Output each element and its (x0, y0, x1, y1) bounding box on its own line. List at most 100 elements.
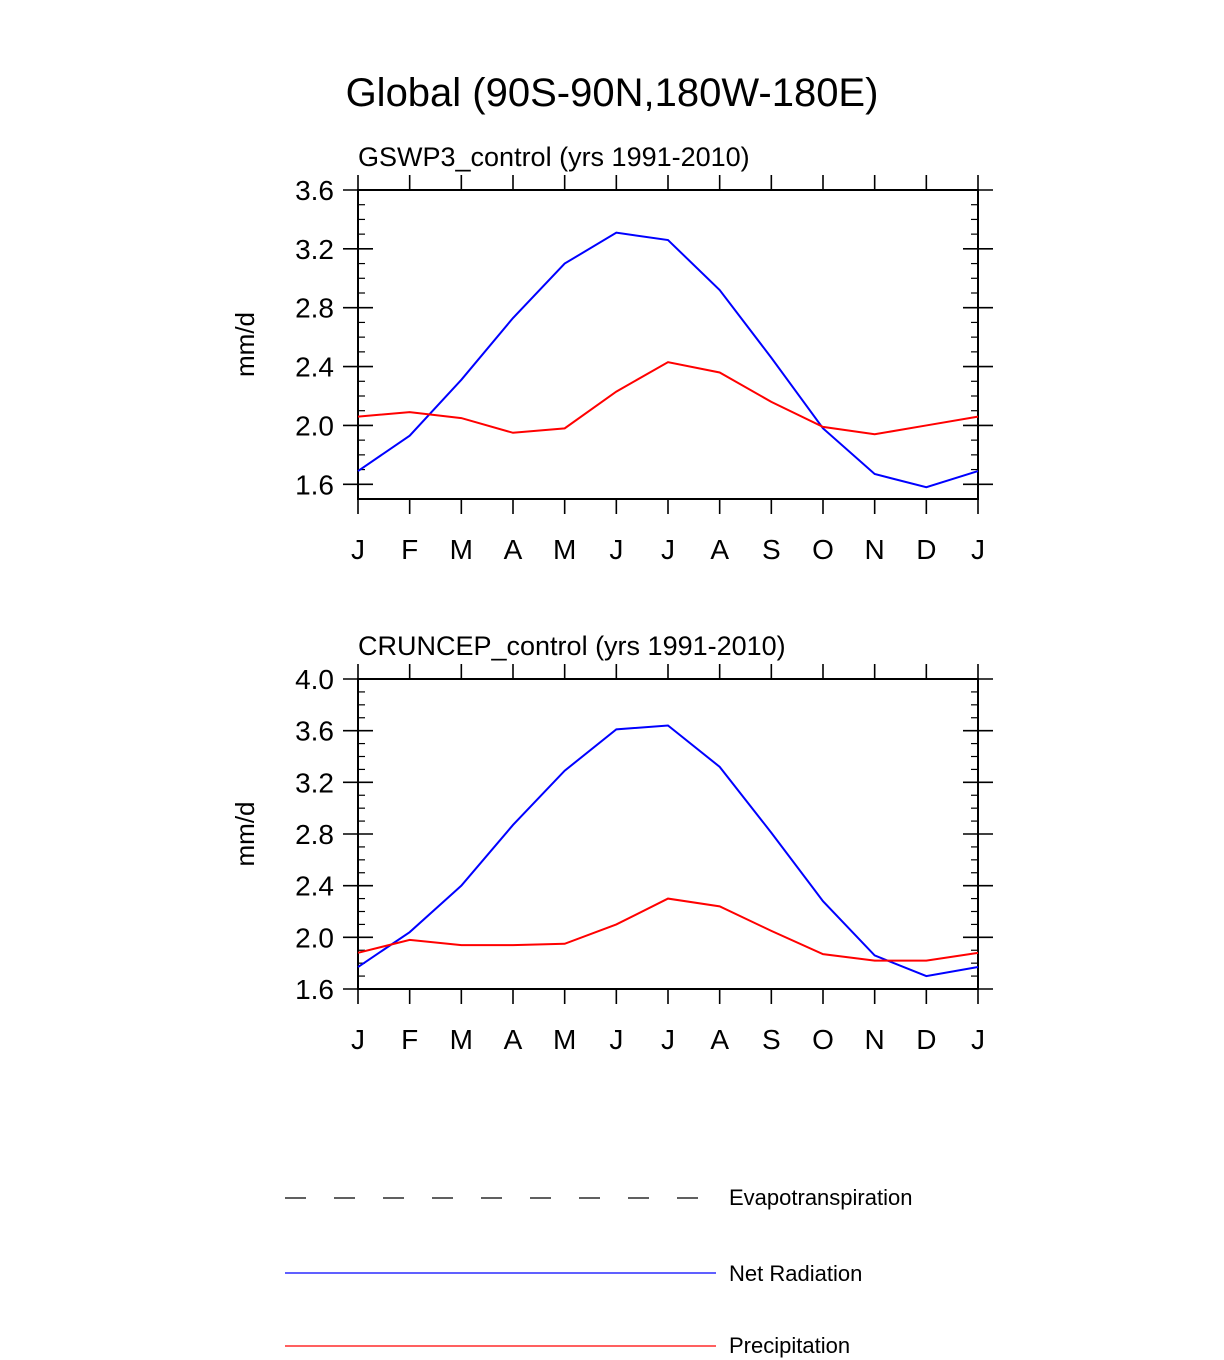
data-point-net-radiation (770, 832, 772, 834)
data-point-precipitation (357, 952, 359, 954)
data-point-net-radiation (512, 317, 514, 319)
data-point-precipitation (874, 433, 876, 435)
x-tick-label: D (916, 1024, 936, 1055)
figure-title: Global (90S-90N,180W-180E) (346, 71, 879, 115)
data-point-net-radiation (615, 728, 617, 730)
data-point-precipitation (564, 943, 566, 945)
x-tick-label: J (351, 534, 365, 565)
x-tick-label: A (710, 534, 729, 565)
series-line-precipitation (357, 897, 979, 962)
x-tick-label: S (762, 534, 781, 565)
y-tick-label: 3.6 (295, 716, 334, 747)
x-tick-label: A (710, 1024, 729, 1055)
data-point-net-radiation (512, 824, 514, 826)
y-tick-label: 2.4 (295, 352, 334, 383)
data-point-precipitation (770, 401, 772, 403)
y-tick-label: 3.6 (295, 175, 334, 206)
x-tick-label: J (661, 1024, 675, 1055)
data-point-precipitation (719, 905, 721, 907)
data-point-net-radiation (822, 900, 824, 902)
data-point-precipitation (615, 923, 617, 925)
data-point-precipitation (409, 939, 411, 941)
data-point-net-radiation (719, 766, 721, 768)
y-axis-label: mm/d (230, 802, 260, 867)
data-point-precipitation (667, 898, 669, 900)
y-tick-label: 2.4 (295, 871, 334, 902)
legend-label-evapotranspiration: Evapotranspiration (729, 1185, 912, 1210)
series-line-precipitation (357, 361, 979, 436)
data-point-net-radiation (925, 975, 927, 977)
data-point-precipitation (874, 960, 876, 962)
data-point-net-radiation (874, 954, 876, 956)
data-point-precipitation (512, 432, 514, 434)
data-point-net-radiation (667, 239, 669, 241)
data-point-precipitation (822, 426, 824, 428)
data-point-precipitation (357, 416, 359, 418)
data-point-precipitation (770, 930, 772, 932)
data-point-net-radiation (667, 725, 669, 727)
data-point-precipitation (409, 411, 411, 413)
data-point-net-radiation (925, 486, 927, 488)
data-point-net-radiation (409, 435, 411, 437)
data-point-net-radiation (719, 289, 721, 291)
data-point-precipitation (460, 417, 462, 419)
y-axis-label: mm/d (230, 312, 260, 377)
y-tick-label: 2.8 (295, 819, 334, 850)
x-tick-label: J (661, 534, 675, 565)
x-tick-label: A (504, 1024, 523, 1055)
data-point-net-radiation (357, 966, 359, 968)
y-tick-label: 4.0 (295, 664, 334, 695)
data-point-net-radiation (357, 470, 359, 472)
x-tick-label: J (351, 1024, 365, 1055)
data-point-net-radiation (409, 931, 411, 933)
x-tick-label: D (916, 534, 936, 565)
data-point-precipitation (925, 960, 927, 962)
panel-cruncep: CRUNCEP_control (yrs 1991-2010) mm/d 1.6 2.… (230, 631, 993, 1055)
y-tick-label: 2.8 (295, 293, 334, 324)
data-point-net-radiation (770, 357, 772, 359)
x-tick-label: F (401, 534, 418, 565)
panel-title: CRUNCEP_control (yrs 1991-2010) (358, 631, 786, 661)
data-point-precipitation (719, 371, 721, 373)
data-point-precipitation (977, 416, 979, 418)
legend-label-net-radiation: Net Radiation (729, 1261, 862, 1286)
x-tick-label: S (762, 1024, 781, 1055)
data-point-precipitation (460, 944, 462, 946)
series-line-net-radiation (357, 724, 979, 978)
plot-frame (357, 189, 979, 500)
y-tick-label: 2.0 (295, 410, 334, 441)
data-point-net-radiation (977, 470, 979, 472)
x-tick-label: J (609, 1024, 623, 1055)
panel-title: GSWP3_control (yrs 1991-2010) (358, 142, 750, 172)
x-tick-label: O (812, 534, 834, 565)
legend: Evapotranspiration Net Radiation Precipi… (285, 1185, 912, 1358)
y-tick-label: 1.6 (295, 469, 334, 500)
data-point-net-radiation (564, 263, 566, 265)
y-tick-label: 1.6 (295, 974, 334, 1005)
data-point-precipitation (512, 944, 514, 946)
x-tick-label: J (609, 534, 623, 565)
y-tick-label: 2.0 (295, 922, 334, 953)
panel-gswp3: GSWP3_control (yrs 1991-2010) mm/d 1.6 2.0 2… (230, 142, 993, 565)
data-point-precipitation (822, 953, 824, 955)
x-tick-label: J (971, 1024, 985, 1055)
y-tick-label: 3.2 (295, 234, 334, 265)
x-tick-label: O (812, 1024, 834, 1055)
data-point-net-radiation (615, 232, 617, 234)
data-point-net-radiation (564, 770, 566, 772)
data-point-net-radiation (977, 966, 979, 968)
legend-label-precipitation: Precipitation (729, 1333, 850, 1358)
x-tick-label: M (553, 534, 576, 565)
x-tick-label: F (401, 1024, 418, 1055)
x-tick-label: A (504, 534, 523, 565)
data-point-precipitation (667, 361, 669, 363)
x-tick-label: M (553, 1024, 576, 1055)
data-point-precipitation (977, 952, 979, 954)
data-point-net-radiation (874, 473, 876, 475)
y-tick-label: 3.2 (295, 767, 334, 798)
data-point-precipitation (615, 391, 617, 393)
data-point-precipitation (564, 427, 566, 429)
series-line-net-radiation (357, 231, 979, 489)
data-point-net-radiation (460, 885, 462, 887)
